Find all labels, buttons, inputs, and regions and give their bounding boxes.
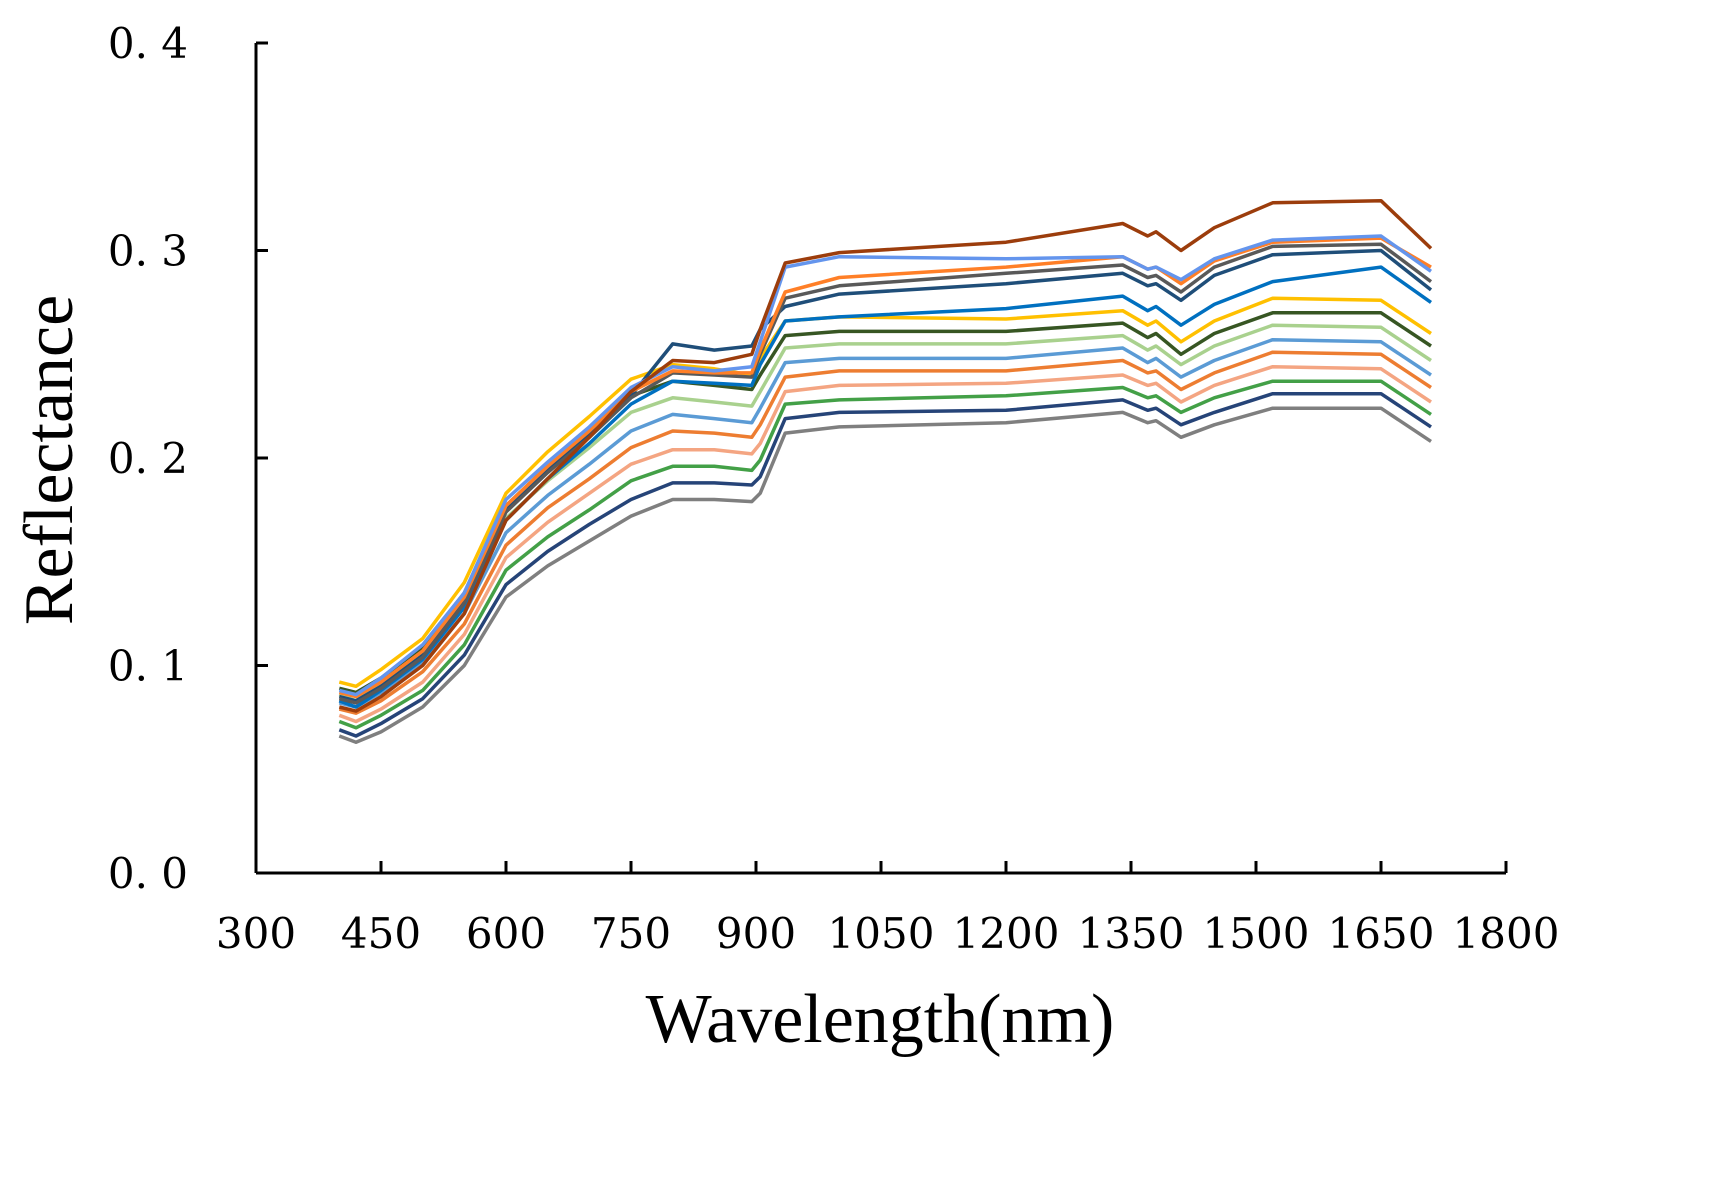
series-line-s4 <box>338 364 1432 724</box>
series-line-s9 <box>338 296 1432 689</box>
series-line-s1 <box>338 406 1432 745</box>
x-tick-label: 900 <box>716 909 796 958</box>
y-tick-label: 0. 3 <box>108 227 188 276</box>
series-line-s2 <box>338 391 1432 738</box>
x-tick-label: 1500 <box>1203 909 1310 958</box>
x-tick-label: 1800 <box>1453 909 1560 958</box>
series-line-s5 <box>338 350 1432 715</box>
x-tick-label: 1200 <box>953 909 1060 958</box>
y-axis-title: Reflectance <box>11 295 88 625</box>
x-tick-label: 300 <box>216 909 296 958</box>
y-tick-label: 0. 2 <box>108 434 188 483</box>
series-line-s13 <box>338 236 1432 699</box>
y-tick-label: 0. 0 <box>108 849 188 898</box>
series-line-s15 <box>338 198 1433 713</box>
x-tick-label: 450 <box>341 909 421 958</box>
x-tick-label: 600 <box>466 909 546 958</box>
series-line-s10 <box>338 265 1433 709</box>
x-tick-label: 1050 <box>828 909 935 958</box>
spectra-lines <box>338 198 1433 745</box>
x-tick-label: 1650 <box>1328 909 1435 958</box>
series-line-s3 <box>338 379 1432 730</box>
y-tick-label: 0. 4 <box>108 19 188 68</box>
x-tick-label: 750 <box>591 909 671 958</box>
y-tick-label: 0. 1 <box>108 642 188 691</box>
x-tick-label: 1350 <box>1078 909 1185 958</box>
series-line-s14 <box>338 234 1433 697</box>
x-axis-title: Wavelength(nm) <box>646 981 1115 1058</box>
axis-ticks: 300 450 600 750 900 1050 1200 1350 1500 1650 1800 0… <box>108 19 1560 958</box>
